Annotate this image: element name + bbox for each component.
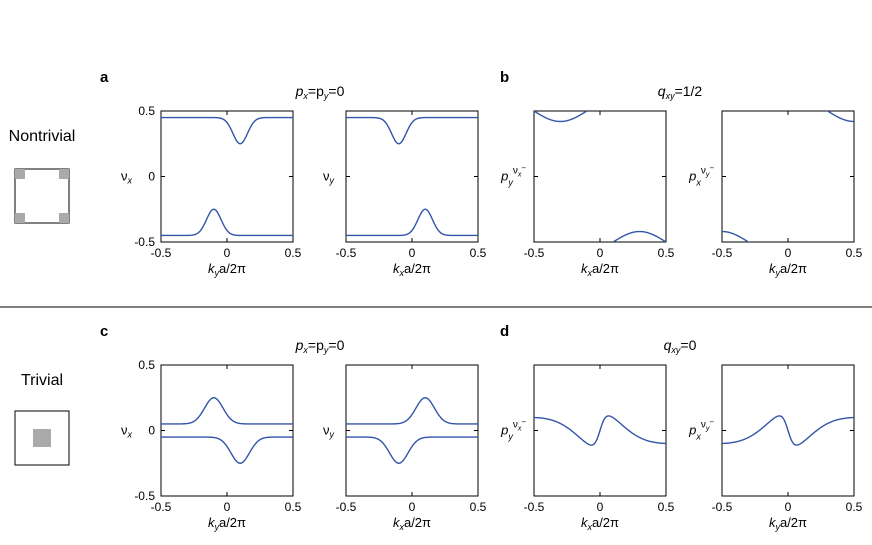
series-line-1 bbox=[346, 116, 478, 145]
y-tick-label: 0 bbox=[148, 170, 155, 184]
series-line-1 bbox=[161, 397, 293, 425]
plot-c2: -0.5 0 0.5 kxa/2π νy bbox=[323, 364, 487, 532]
panel-letter-a: a bbox=[100, 69, 109, 86]
series-line-2 bbox=[826, 111, 854, 123]
x-tick-label: 0.5 bbox=[658, 246, 675, 260]
axes-box bbox=[160, 364, 294, 497]
x-tick-label: -0.5 bbox=[524, 246, 545, 260]
x-axis-label: kxa/2π bbox=[393, 515, 431, 532]
series-line-2 bbox=[346, 436, 478, 464]
x-tick-label: 0.5 bbox=[285, 500, 302, 514]
y-axis-label: pyνx− bbox=[500, 418, 526, 442]
corner-charge bbox=[15, 213, 25, 223]
x-axis-label: kxa/2π bbox=[581, 515, 619, 532]
center-charge bbox=[33, 429, 51, 447]
y-axis-label: pxνy− bbox=[688, 418, 714, 442]
row-label-nontrivial: Nontrivial bbox=[9, 128, 76, 145]
series-line-2 bbox=[161, 208, 293, 237]
series-line-2 bbox=[346, 208, 478, 237]
series-line-1 bbox=[534, 415, 666, 446]
x-tick-label: 0 bbox=[409, 246, 416, 260]
x-axis-label: kya/2π bbox=[769, 515, 807, 532]
corner-charge bbox=[59, 169, 69, 179]
y-axis-label: νx bbox=[121, 423, 133, 440]
x-tick-label: 0 bbox=[785, 246, 792, 260]
x-tick-label: 0.5 bbox=[658, 500, 675, 514]
series-line-1 bbox=[534, 111, 588, 123]
panel-letter-d: d bbox=[500, 323, 509, 340]
x-axis-label: kxa/2π bbox=[393, 261, 431, 278]
corner-charge bbox=[15, 169, 25, 179]
axes-box bbox=[345, 364, 479, 497]
x-tick-label: 0 bbox=[597, 500, 604, 514]
y-tick-label: 0.5 bbox=[138, 358, 155, 372]
y-axis-label: pyνx− bbox=[500, 164, 526, 188]
plot-a1: -0.5 0 0.5 0.5 0 -0.5 kya/2π νx bbox=[121, 104, 302, 278]
axes-box bbox=[345, 110, 479, 243]
series-line-1 bbox=[722, 230, 750, 242]
y-tick-label: 0.5 bbox=[138, 104, 155, 118]
series-line-1 bbox=[722, 415, 854, 446]
series-line-2 bbox=[612, 230, 666, 242]
y-axis-label: νy bbox=[323, 423, 335, 440]
x-axis-label: kya/2π bbox=[769, 261, 807, 278]
corner-charge bbox=[59, 213, 69, 223]
inset-trivial bbox=[14, 410, 70, 466]
inset-square bbox=[14, 410, 70, 466]
plot-b1: -0.5 0 0.5 kxa/2π pyνx− bbox=[500, 110, 675, 278]
y-tick-label: -0.5 bbox=[134, 235, 155, 249]
x-tick-label: -0.5 bbox=[151, 246, 172, 260]
x-axis-label: kya/2π bbox=[208, 515, 246, 532]
x-tick-label: 0 bbox=[224, 246, 231, 260]
x-tick-label: 0.5 bbox=[846, 500, 863, 514]
x-tick-label: 0 bbox=[409, 500, 416, 514]
axes-box bbox=[533, 110, 667, 243]
series-line-2 bbox=[161, 436, 293, 464]
x-axis-label: kya/2π bbox=[208, 261, 246, 278]
panel-title-b: qxy=1/2 bbox=[658, 83, 703, 101]
x-tick-label: -0.5 bbox=[336, 246, 357, 260]
panel-letter-c: c bbox=[100, 323, 108, 340]
panel-letter-b: b bbox=[500, 69, 509, 86]
axes-box bbox=[721, 110, 855, 243]
y-axis-label: νx bbox=[121, 169, 133, 186]
inset-nontrivial bbox=[14, 168, 70, 224]
panel-title-c: px=py=0 bbox=[295, 337, 345, 355]
series-line-1 bbox=[161, 116, 293, 145]
y-axis-label: νy bbox=[323, 169, 335, 186]
x-tick-label: -0.5 bbox=[712, 246, 733, 260]
plot-d2: -0.5 0 0.5 kya/2π pxνy− bbox=[688, 364, 863, 532]
plot-d1: -0.5 0 0.5 kxa/2π pyνx− bbox=[500, 364, 675, 532]
series-line-1 bbox=[346, 397, 478, 425]
plot-b2: -0.5 0 0.5 kya/2π pxνy− bbox=[688, 110, 863, 278]
x-tick-label: 0.5 bbox=[285, 246, 302, 260]
x-tick-label: 0 bbox=[224, 500, 231, 514]
x-tick-label: -0.5 bbox=[712, 500, 733, 514]
x-tick-label: 0 bbox=[597, 246, 604, 260]
x-axis-label: kxa/2π bbox=[581, 261, 619, 278]
plot-c1: -0.5 0 0.5 0.5 0 -0.5 kya/2π νx bbox=[121, 358, 302, 532]
inset-square bbox=[14, 168, 70, 224]
y-axis-label: pxνy− bbox=[688, 164, 714, 188]
plot-a2: -0.5 0 0.5 kxa/2π νy bbox=[323, 110, 487, 278]
y-tick-label: -0.5 bbox=[134, 489, 155, 503]
x-tick-label: 0 bbox=[785, 500, 792, 514]
x-tick-label: 0.5 bbox=[846, 246, 863, 260]
panel-title-a: px=py=0 bbox=[295, 83, 345, 101]
panel-title-d: qxy=0 bbox=[664, 337, 697, 355]
x-tick-label: -0.5 bbox=[151, 500, 172, 514]
y-tick-label: 0 bbox=[148, 424, 155, 438]
x-tick-label: -0.5 bbox=[336, 500, 357, 514]
x-tick-label: 0.5 bbox=[470, 246, 487, 260]
axes-box bbox=[160, 110, 294, 243]
row-label-trivial: Trivial bbox=[21, 372, 63, 389]
x-tick-label: -0.5 bbox=[524, 500, 545, 514]
x-tick-label: 0.5 bbox=[470, 500, 487, 514]
